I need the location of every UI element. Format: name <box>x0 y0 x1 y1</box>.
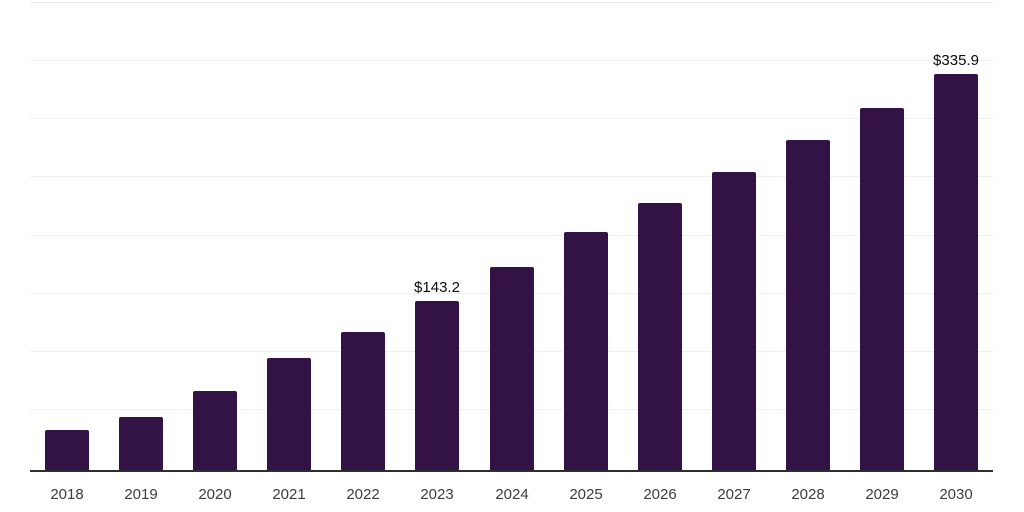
x-tick-2022: 2022 <box>346 486 380 503</box>
gridline <box>30 2 993 3</box>
x-tick-2024: 2024 <box>495 486 529 503</box>
gridline <box>30 118 993 119</box>
bar-2028[interactable] <box>786 140 830 470</box>
x-tick-2018: 2018 <box>50 486 84 503</box>
x-tick-2029: 2029 <box>865 486 899 503</box>
gridline <box>30 60 993 61</box>
bar-value-label-2023: $143.2 <box>414 279 460 296</box>
bar-2020[interactable] <box>193 391 237 470</box>
bar-2026[interactable] <box>638 203 682 470</box>
bar-value-label-2030: $335.9 <box>933 52 979 69</box>
bar-2019[interactable] <box>119 417 163 470</box>
x-tick-2028: 2028 <box>791 486 825 503</box>
gridline <box>30 235 993 236</box>
x-tick-2025: 2025 <box>569 486 603 503</box>
x-tick-2019: 2019 <box>124 486 158 503</box>
gridline <box>30 176 993 177</box>
x-tick-2027: 2027 <box>717 486 751 503</box>
x-tick-2030: 2030 <box>939 486 973 503</box>
bar-2023[interactable] <box>415 301 459 470</box>
bar-2025[interactable] <box>564 232 608 470</box>
bar-2024[interactable] <box>490 267 534 470</box>
bar-2029[interactable] <box>860 108 904 470</box>
bar-2030[interactable] <box>934 74 978 470</box>
x-tick-2020: 2020 <box>198 486 232 503</box>
x-tick-2023: 2023 <box>420 486 454 503</box>
bar-2021[interactable] <box>267 358 311 470</box>
x-tick-2021: 2021 <box>272 486 306 503</box>
bar-2027[interactable] <box>712 172 756 470</box>
bar-2018[interactable] <box>45 430 89 470</box>
x-axis-line <box>30 470 993 472</box>
bar-2022[interactable] <box>341 332 385 470</box>
x-tick-2026: 2026 <box>643 486 677 503</box>
